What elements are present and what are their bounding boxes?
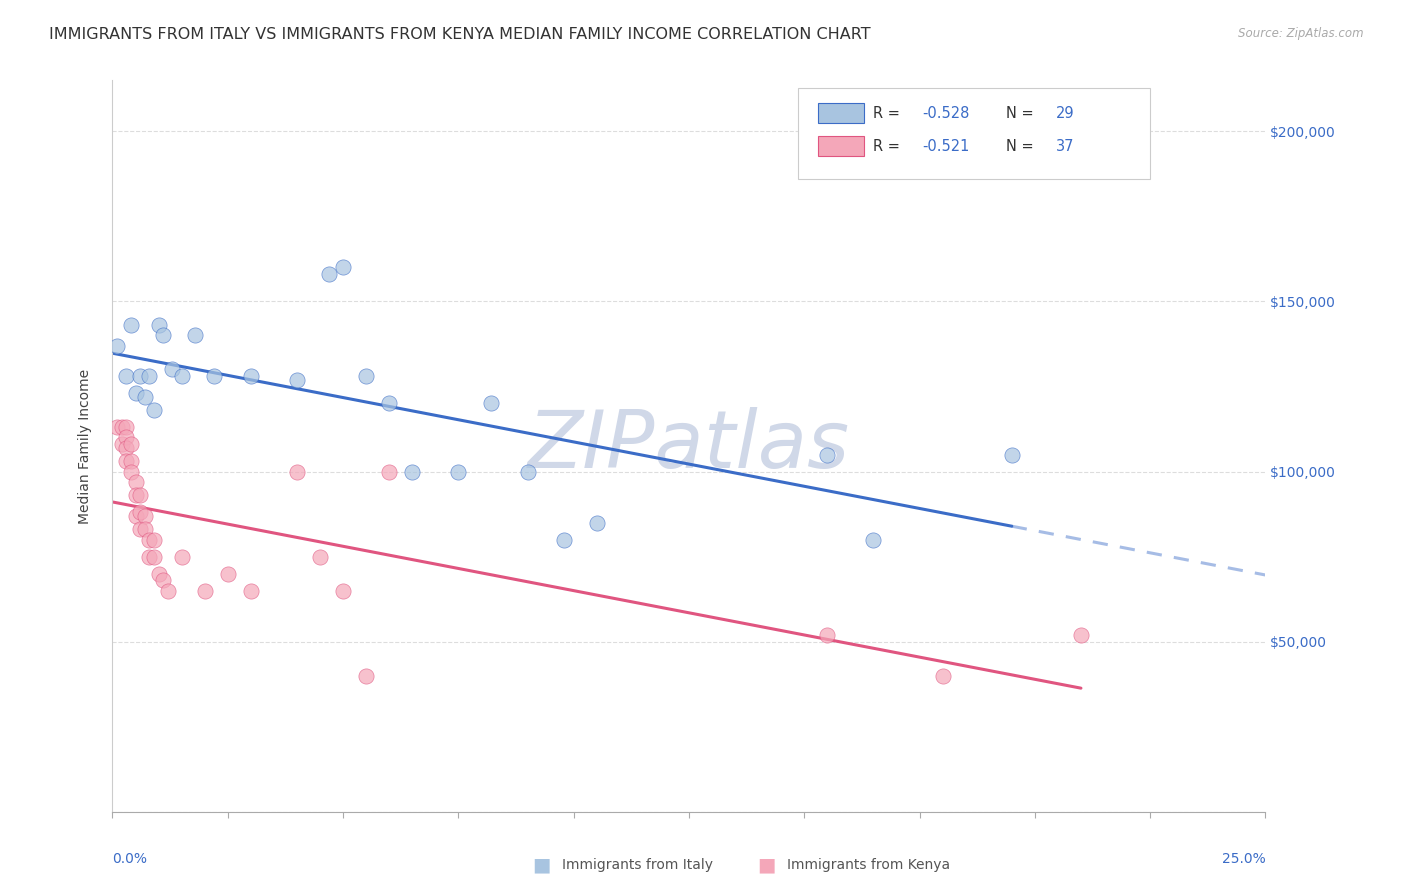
Point — [120, 437, 142, 451]
Text: R =: R = — [873, 138, 905, 153]
Point — [447, 465, 470, 479]
Point — [124, 475, 146, 489]
Point — [239, 369, 262, 384]
FancyBboxPatch shape — [799, 87, 1150, 179]
Point — [479, 396, 502, 410]
FancyBboxPatch shape — [818, 136, 865, 156]
Point — [378, 465, 401, 479]
Point — [516, 465, 538, 479]
Point — [129, 488, 152, 502]
Point — [129, 522, 152, 536]
Point — [105, 420, 128, 434]
Point — [239, 583, 262, 598]
Point — [553, 533, 575, 547]
Point — [115, 430, 138, 444]
Point — [217, 566, 239, 581]
Text: Source: ZipAtlas.com: Source: ZipAtlas.com — [1239, 27, 1364, 40]
Point — [138, 533, 160, 547]
Point — [111, 420, 134, 434]
Text: ZIPatlas: ZIPatlas — [527, 407, 851, 485]
Point — [129, 369, 152, 384]
Point — [124, 508, 146, 523]
Point — [202, 369, 225, 384]
Point — [354, 668, 377, 682]
Text: R =: R = — [873, 105, 905, 120]
Point — [138, 369, 160, 384]
Point — [143, 549, 166, 564]
Point — [815, 448, 838, 462]
Point — [120, 454, 142, 468]
Text: 37: 37 — [1056, 138, 1074, 153]
Point — [318, 267, 340, 281]
Point — [143, 533, 166, 547]
Point — [378, 396, 401, 410]
Point — [152, 574, 174, 588]
Text: ■: ■ — [756, 855, 776, 875]
Text: Immigrants from Kenya: Immigrants from Kenya — [787, 858, 950, 872]
Point — [129, 505, 152, 519]
Point — [120, 465, 142, 479]
Point — [148, 566, 170, 581]
Point — [115, 441, 138, 455]
Point — [124, 386, 146, 401]
Point — [156, 583, 179, 598]
Point — [332, 260, 354, 275]
Point — [138, 549, 160, 564]
Text: IMMIGRANTS FROM ITALY VS IMMIGRANTS FROM KENYA MEDIAN FAMILY INCOME CORRELATION : IMMIGRANTS FROM ITALY VS IMMIGRANTS FROM… — [49, 27, 870, 42]
Text: 0.0%: 0.0% — [112, 852, 148, 866]
Text: ■: ■ — [531, 855, 551, 875]
Point — [134, 390, 156, 404]
Point — [815, 628, 838, 642]
Text: N =: N = — [1007, 105, 1038, 120]
Point — [862, 533, 884, 547]
Point — [120, 318, 142, 333]
Point — [148, 318, 170, 333]
Point — [931, 668, 953, 682]
Point — [111, 437, 134, 451]
Point — [585, 516, 607, 530]
Text: 29: 29 — [1056, 105, 1074, 120]
Point — [115, 420, 138, 434]
Point — [184, 328, 207, 343]
Point — [332, 583, 354, 598]
Point — [309, 549, 332, 564]
FancyBboxPatch shape — [818, 103, 865, 123]
Point — [143, 403, 166, 417]
Text: 25.0%: 25.0% — [1222, 852, 1265, 866]
Text: -0.521: -0.521 — [922, 138, 969, 153]
Point — [170, 549, 193, 564]
Point — [124, 488, 146, 502]
Point — [105, 338, 128, 352]
Y-axis label: Median Family Income: Median Family Income — [77, 368, 91, 524]
Point — [152, 328, 174, 343]
Point — [115, 454, 138, 468]
Point — [285, 373, 308, 387]
Point — [401, 465, 423, 479]
Point — [134, 508, 156, 523]
Point — [354, 369, 377, 384]
Point — [1001, 448, 1024, 462]
Text: -0.528: -0.528 — [922, 105, 969, 120]
Point — [170, 369, 193, 384]
Text: Immigrants from Italy: Immigrants from Italy — [562, 858, 713, 872]
Point — [115, 369, 138, 384]
Point — [162, 362, 184, 376]
Point — [1070, 628, 1092, 642]
Point — [285, 465, 308, 479]
Text: N =: N = — [1007, 138, 1038, 153]
Point — [134, 522, 156, 536]
Point — [194, 583, 217, 598]
